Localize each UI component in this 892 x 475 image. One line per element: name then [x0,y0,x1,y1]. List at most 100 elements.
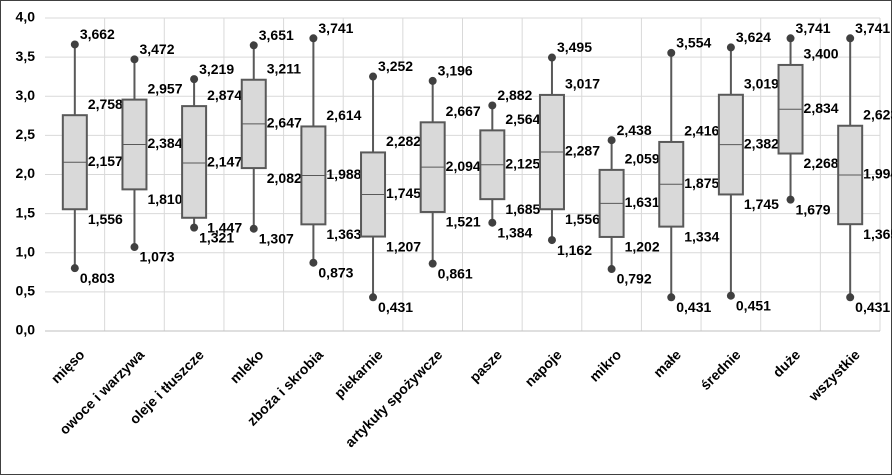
max-label: 2,882 [497,87,532,103]
max-dot [786,34,795,43]
min-label: 0,803 [80,270,115,286]
min-dot [488,218,497,227]
q1-label: 2,082 [267,170,302,186]
q1-label: 2,268 [804,155,839,171]
max-label: 3,472 [139,41,174,57]
min-dot [726,291,735,300]
max-label: 2,438 [617,122,652,138]
max-dot [428,76,437,85]
min-label: 0,792 [617,271,652,287]
max-label: 3,741 [796,20,831,36]
median-label: 1,994 [863,166,892,182]
q1-label: 1,363 [326,226,361,242]
y-tick-label: 1,5 [16,204,36,220]
q3-label: 3,400 [804,46,839,62]
min-dot [667,293,676,302]
y-tick-label: 3,0 [16,87,36,103]
max-dot [547,53,556,62]
y-tick-label: 3,5 [16,48,36,64]
max-dot [369,72,378,81]
median-label: 2,834 [804,100,839,116]
max-label: 3,219 [199,61,234,77]
max-label: 3,662 [80,26,115,42]
max-dot [667,48,676,57]
y-tick-label: 2,5 [16,126,36,142]
box [181,105,208,219]
min-dot [607,265,616,274]
max-dot [726,43,735,52]
min-label: 0,451 [736,297,771,313]
max-dot [130,55,139,64]
q3-label: 2,416 [684,123,719,139]
max-dot [846,34,855,43]
median-label: 1,875 [684,175,719,191]
q1-label: 1,365 [863,226,892,242]
max-label: 3,252 [378,58,413,74]
y-tick-label: 2,0 [16,165,36,181]
min-label: 1,321 [199,229,234,245]
min-label: 1,679 [796,201,831,217]
q3-label: 2,564 [505,111,540,127]
y-tick-label: 1,0 [16,243,36,259]
max-label: 3,495 [557,39,592,55]
min-label: 0,431 [855,299,890,315]
max-label: 3,741 [318,20,353,36]
max-label: 3,651 [259,27,294,43]
min-label: 1,162 [557,242,592,258]
q1-label: 1,810 [147,191,182,207]
min-label: 0,861 [438,265,473,281]
min-dot [547,236,556,245]
min-dot [70,264,79,273]
median-label: 2,094 [446,158,481,174]
min-dot [428,259,437,268]
median-label: 2,382 [744,135,779,151]
y-tick-label: 4,0 [16,9,36,25]
q1-label: 1,207 [386,238,421,254]
q3-label: 2,623 [863,106,892,122]
q1-label: 1,745 [744,196,779,212]
q1-label: 1,334 [684,228,719,244]
median-label: 2,157 [88,153,123,169]
y-tick-label: 0,5 [16,283,36,299]
max-label: 3,554 [676,35,711,51]
max-dot [309,34,318,43]
min-dot [190,223,199,232]
min-label: 1,307 [259,230,294,246]
median-label: 2,287 [565,143,600,159]
q3-label: 2,957 [147,80,182,96]
q1-label: 1,447 [207,219,242,235]
q3-label: 3,211 [267,60,301,76]
max-dot [70,40,79,49]
max-label: 3,196 [438,63,473,79]
q1-label: 1,685 [505,201,540,217]
median-label: 1,988 [326,166,361,182]
max-label: 3,741 [855,20,890,36]
q3-label: 2,758 [88,96,123,112]
q1-label: 1,202 [625,239,660,255]
min-label: 1,384 [497,224,532,240]
q1-label: 1,556 [565,211,600,227]
median-label: 2,384 [147,135,182,151]
q3-label: 2,059 [625,151,660,167]
q3-label: 3,019 [744,75,779,91]
median-label: 1,745 [386,185,421,201]
min-label: 1,073 [139,249,174,265]
q3-label: 2,282 [386,133,421,149]
q3-label: 2,874 [207,87,242,103]
y-tick-label: 0,0 [16,322,36,338]
q3-label: 2,667 [446,103,481,119]
min-label: 0,431 [378,299,413,315]
median-label: 2,147 [207,154,242,170]
q3-label: 3,017 [565,76,600,92]
max-label: 3,624 [736,29,771,45]
max-dot [249,41,258,50]
median-label: 2,647 [267,115,302,131]
max-dot [488,101,497,110]
q1-label: 1,521 [446,214,481,230]
min-dot [309,258,318,267]
max-dot [190,75,199,84]
min-label: 0,873 [318,264,353,280]
median-label: 1,631 [625,194,660,210]
